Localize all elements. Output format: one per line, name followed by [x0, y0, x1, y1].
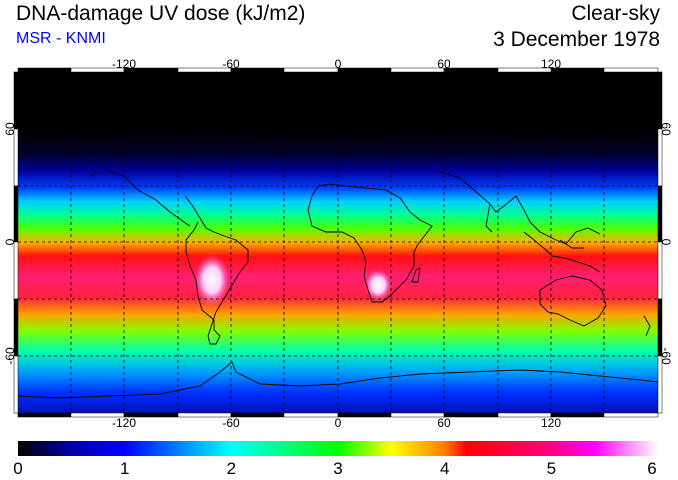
frame-segment: [657, 355, 663, 414]
lat-label-right: 60: [659, 122, 673, 136]
frame-segment: [657, 128, 663, 187]
frame-segment: [390, 67, 445, 73]
frame-segment: [13, 128, 19, 187]
lon-label-top: 0: [335, 57, 342, 71]
frame-segment: [283, 412, 339, 418]
frame-segment: [603, 67, 659, 73]
frame-segment: [390, 412, 445, 418]
asia-outline: [439, 171, 601, 245]
frame-segment: [337, 412, 392, 418]
condition-label: Clear-sky: [571, 2, 660, 25]
frame-segment: [13, 241, 19, 300]
lon-label-bottom: -120: [112, 416, 136, 430]
south-america-outline: [184, 195, 249, 345]
africa-outline: [307, 183, 433, 303]
colorbar: [18, 441, 658, 456]
colorbar-label: 1: [119, 459, 130, 478]
lon-label-top: 120: [541, 57, 561, 71]
frame-segment: [657, 241, 663, 300]
lat-label-right: 0: [659, 239, 673, 246]
lat-label-left: -60: [3, 347, 17, 365]
frame-segment: [13, 355, 19, 414]
colorbar-label: 5: [546, 459, 557, 478]
coastlines: [17, 169, 659, 399]
colorbar-label: 6: [647, 459, 657, 478]
date-label: 3 December 1978: [493, 28, 660, 51]
uv-hotspot-africa: [364, 269, 392, 301]
colorbar-label: 4: [439, 459, 450, 478]
uv-dose-map: -120 -60 0 60 120 -120 -60 0 60 120 60 0…: [3, 57, 673, 430]
australia-outline: [539, 275, 607, 327]
frame-segment: [657, 71, 663, 130]
frame-segment: [17, 67, 72, 73]
lat-label-right: -60: [659, 347, 673, 365]
source-label: MSR - KNMI: [16, 30, 106, 47]
frame-segment: [443, 412, 499, 418]
lon-label-top: -120: [112, 57, 136, 71]
antarctica-outline: [17, 361, 659, 399]
frame-segment: [17, 412, 72, 418]
uv-hotspot-south-america: [194, 254, 230, 306]
colorbar-label: 0: [13, 459, 23, 478]
madagascar-outline: [411, 267, 421, 283]
frame-segment: [283, 67, 339, 73]
lon-label-top: -60: [222, 57, 240, 71]
lat-label-left: 0: [3, 238, 17, 245]
frame-segment: [657, 185, 663, 243]
map-title: DNA-damage UV dose (kJ/m2): [16, 2, 306, 25]
lon-label-bottom: 60: [437, 416, 451, 430]
frame-segment: [603, 412, 659, 418]
map-frame: [13, 67, 663, 418]
lon-label-bottom: -60: [222, 416, 240, 430]
lon-label-bottom: 0: [335, 416, 342, 430]
lon-label-bottom: 120: [541, 416, 561, 430]
lon-label-top: 60: [437, 57, 451, 71]
colorbar-label: 2: [226, 459, 237, 478]
frame-segment: [443, 67, 499, 73]
frame-segment: [13, 185, 19, 243]
frame-segment: [13, 71, 19, 130]
lat-label-left: 60: [3, 122, 17, 136]
graticule: [18, 72, 658, 413]
frame-segment: [337, 67, 392, 73]
new-zealand-outline: [643, 315, 651, 337]
colorbar-label: 3: [333, 459, 343, 478]
